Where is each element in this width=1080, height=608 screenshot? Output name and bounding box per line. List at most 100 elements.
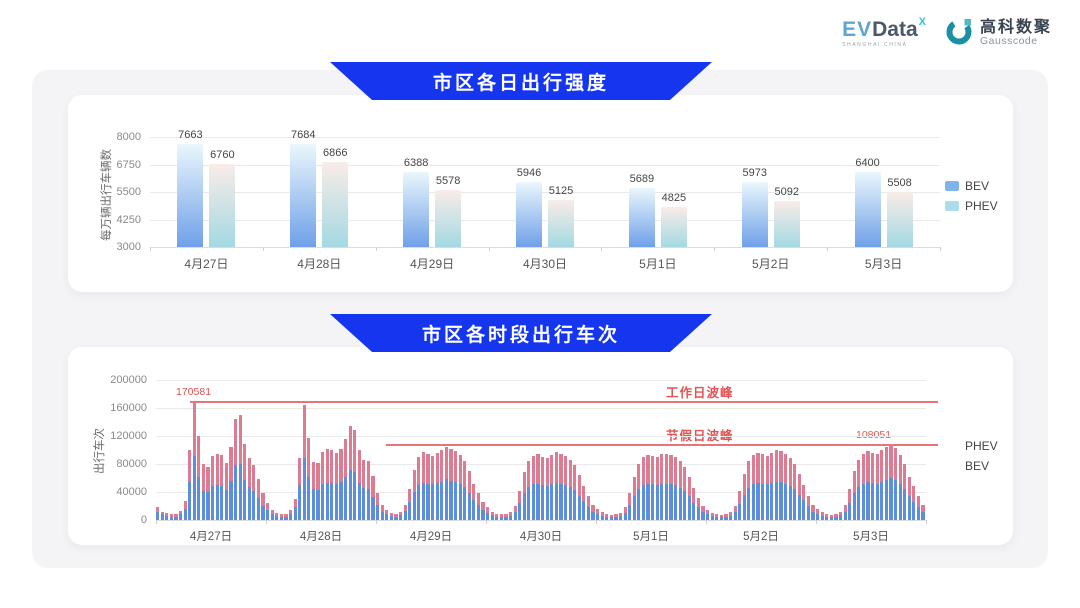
daily-legend-item-bev[interactable]: BEV: [945, 179, 998, 193]
bev-hour-bar: [825, 516, 829, 520]
bev-hour-bar: [169, 516, 173, 520]
bev-value-label: 5946: [516, 167, 542, 180]
phev-hour-bar: [156, 507, 160, 513]
phev-hour-bar: [417, 457, 421, 485]
y-tick-label: 4250: [116, 213, 141, 226]
phev-hour-bar: [811, 504, 815, 512]
phev-hour-bar: [307, 438, 311, 478]
x-category-label: 5月2日: [752, 257, 790, 271]
phev-hour-bar: [486, 507, 490, 513]
bev-hour-bar: [389, 515, 393, 520]
phev-hour-bar: [618, 513, 623, 516]
phev-hour-bar: [298, 458, 302, 485]
bev-hour-bar: [660, 483, 664, 520]
bev-hour-bar: [880, 481, 884, 520]
bev-hour-bar: [793, 489, 797, 520]
bev-bar: [854, 172, 881, 247]
bev-hour-bar: [362, 487, 366, 520]
bev-hour-bar: [518, 503, 522, 520]
phev-hour-bar: [747, 461, 751, 488]
x-axis-tick: [156, 520, 157, 524]
phev-hour-bar: [834, 514, 838, 517]
bev-hour-bar: [783, 483, 788, 520]
bev-hour-bar: [852, 493, 856, 520]
daily-legend-bev-label: BEV: [965, 179, 990, 193]
bev-hour-bar: [197, 476, 201, 520]
hourly-legend-item-phev[interactable]: PHEV: [945, 439, 998, 453]
bev-hour-bar: [875, 483, 879, 520]
bev-legend-swatch-icon: [945, 181, 959, 191]
bev-hour-bar: [188, 481, 192, 520]
phev-hour-bar: [806, 495, 811, 506]
bev-value-label: 6400: [855, 157, 880, 170]
x-axis-tick: [488, 247, 490, 251]
phev-hour-bar: [169, 514, 173, 517]
phev-hour-bar: [256, 479, 261, 499]
phev-hour-bar: [628, 493, 632, 506]
bev-hour-bar: [596, 513, 600, 520]
bev-hour-bar: [215, 485, 219, 520]
phev-hour-bar: [362, 459, 366, 488]
phev-hour-bar: [238, 415, 242, 464]
bev-hour-bar: [683, 490, 687, 520]
phev-hour-bar: [431, 455, 435, 485]
gridline: [150, 137, 940, 138]
phev-hour-bar: [316, 462, 320, 490]
bev-hour-bar: [417, 485, 421, 520]
bev-hour-bar: [206, 492, 210, 520]
phev-hour-bar: [857, 459, 861, 488]
phev-hour-bar: [353, 429, 357, 473]
bev-hour-bar: [513, 511, 517, 520]
phev-hour-bar: [692, 487, 696, 503]
phev-hour-bar: [261, 493, 265, 506]
phev-hour-bar: [609, 515, 613, 518]
phev-hour-bar: [545, 458, 549, 486]
y-tick-label: 160000: [110, 402, 147, 414]
phev-hour-bar: [408, 488, 412, 502]
bev-hour-bar: [898, 484, 902, 520]
bev-hour-bar: [678, 487, 682, 520]
daily-chart-card: 每万辆出行车辆数 8000 6750 5500 4250 3000 7663 6760 4月2…: [68, 95, 1013, 292]
phev-bar: [209, 164, 236, 247]
bev-hour-bar: [816, 513, 820, 520]
bev-hour-bar: [220, 485, 224, 520]
phev-hour-bar: [921, 504, 925, 512]
phev-hour-bar: [421, 452, 426, 483]
bev-hour-bar: [481, 510, 485, 520]
bev-hour-bar: [284, 516, 288, 520]
phev-hour-bar: [165, 513, 169, 516]
phev-hour-bar: [701, 506, 705, 513]
bev-hour-bar: [829, 517, 833, 520]
bev-hour-bar: [293, 507, 297, 520]
phev-hour-bar: [683, 466, 687, 491]
bev-hour-bar: [889, 478, 893, 520]
bev-hour-bar: [243, 480, 247, 520]
bev-hour-bar: [472, 499, 476, 520]
phev-hour-bar: [554, 452, 558, 483]
bev-hour-bar: [325, 482, 329, 520]
bev-hour-bar: [605, 516, 609, 520]
phev-hour-bar: [206, 466, 210, 492]
bev-hour-bar: [211, 486, 215, 520]
bev-hour-bar: [385, 514, 389, 520]
phev-hour-bar: [664, 453, 668, 484]
bev-hour-bar: [256, 498, 261, 520]
x-axis-tick: [706, 520, 707, 524]
phev-hour-bar: [197, 436, 201, 477]
phev-value-label: 5125: [548, 185, 574, 198]
phev-hour-bar: [715, 514, 719, 517]
phev-hour-bar: [816, 508, 820, 514]
phev-legend-swatch-icon: [945, 201, 959, 211]
holiday-peak-value: 108051: [856, 429, 891, 441]
x-category-label: 4月28日: [297, 257, 342, 271]
bev-hour-bar: [476, 505, 481, 520]
phev-hour-bar: [376, 493, 380, 506]
daily-legend-item-phev[interactable]: PHEV: [945, 199, 998, 213]
phev-hour-bar: [614, 514, 618, 517]
hourly-legend-item-bev[interactable]: BEV: [945, 459, 998, 473]
bev-hour-bar: [343, 476, 348, 520]
phev-hour-bar: [348, 426, 352, 471]
x-axis-tick: [940, 247, 941, 251]
header-logos: EV Data X SHANGHAI CHINA 高科数聚 Gausscode: [842, 16, 1052, 51]
x-day-label: 4月30日: [519, 531, 563, 543]
